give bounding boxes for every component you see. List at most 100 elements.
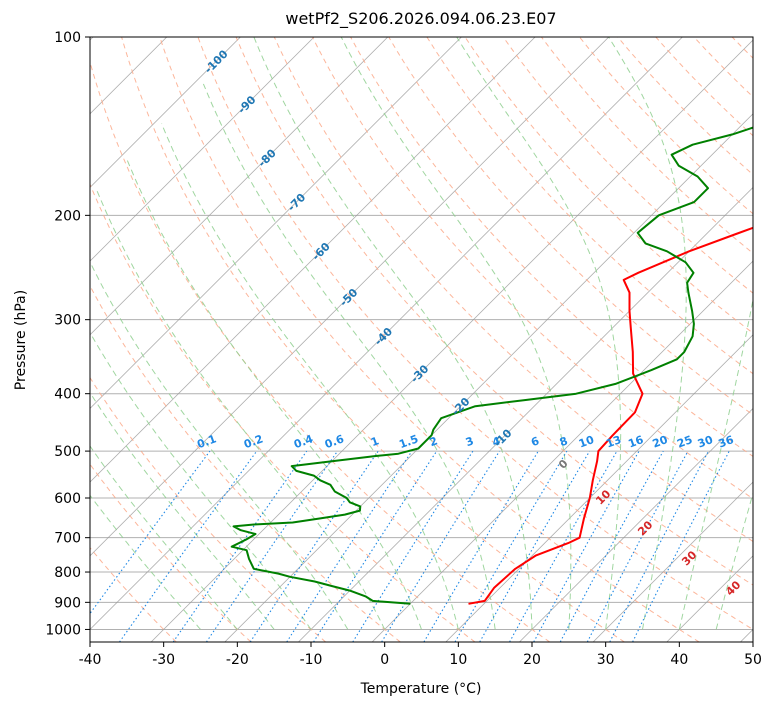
dry-adiabat-line bbox=[388, 37, 753, 416]
moist-adiabat-line bbox=[608, 37, 687, 630]
moist-adiabat-line bbox=[678, 297, 753, 630]
isotherm-line bbox=[90, 37, 389, 336]
x-tick-label: -30 bbox=[152, 652, 175, 668]
x-tick-label: 10 bbox=[449, 652, 467, 668]
y-tick-label: 700 bbox=[54, 531, 81, 547]
dry-adiabat-line bbox=[90, 60, 551, 642]
mixing-ratio-label: 25 bbox=[675, 433, 694, 450]
mixing-ratio-line bbox=[286, 450, 413, 642]
mixing-ratio-label: 20 bbox=[651, 433, 670, 451]
x-tick-label: -20 bbox=[226, 652, 249, 668]
dry-adiabat-line bbox=[90, 376, 327, 642]
mixing-ratio-line bbox=[423, 450, 539, 642]
isotherm-line bbox=[519, 407, 753, 642]
isotherm-label: 10 bbox=[593, 487, 613, 507]
moist-adiabat-line bbox=[90, 331, 312, 630]
dewpoint-profile-line bbox=[230, 126, 753, 605]
mixing-ratio-label: 0.4 bbox=[292, 432, 315, 451]
y-tick-label: 1000 bbox=[45, 622, 81, 638]
dry-adiabat-line bbox=[121, 37, 625, 642]
dry-adiabat-line bbox=[90, 284, 401, 642]
x-tick-label: 50 bbox=[744, 652, 762, 668]
y-tick-label: 200 bbox=[54, 208, 81, 224]
mixing-ratio-label: 0.6 bbox=[323, 432, 346, 451]
isotherm-line bbox=[445, 334, 753, 642]
dry-adiabat-line bbox=[426, 37, 753, 375]
moist-adiabat-line bbox=[125, 157, 422, 630]
isotherm-line bbox=[592, 481, 753, 642]
isotherm-label: 0 bbox=[556, 457, 571, 472]
isotherm-line bbox=[224, 113, 753, 642]
dry-adiabat-line bbox=[541, 37, 753, 254]
moist-adiabat-line bbox=[90, 391, 275, 630]
isotherm-label: -90 bbox=[235, 93, 258, 116]
dry-adiabat-line bbox=[693, 37, 753, 98]
mixing-ratio-line bbox=[205, 450, 338, 642]
isotherm-line bbox=[90, 37, 610, 557]
mixing-ratio-line bbox=[586, 450, 689, 642]
moist-adiabat-line bbox=[752, 627, 753, 630]
dry-adiabat-line bbox=[159, 37, 700, 642]
mixing-ratio-line bbox=[559, 450, 664, 642]
isotherm-line bbox=[90, 37, 536, 483]
dry-adiabat-line bbox=[655, 37, 753, 137]
mixing-ratio-line bbox=[632, 450, 730, 642]
dry-adiabat-line bbox=[273, 37, 753, 543]
mixing-ratio-label: 30 bbox=[696, 433, 715, 451]
mixing-ratio-label: 3 bbox=[464, 434, 476, 449]
y-tick-label: 900 bbox=[54, 595, 81, 611]
isotherm-label: -60 bbox=[310, 240, 333, 263]
mixing-ratio-label: 10 bbox=[577, 433, 596, 451]
x-tick-label: 30 bbox=[597, 652, 615, 668]
moist-adiabat-line bbox=[90, 260, 349, 630]
moist-adiabat-line bbox=[202, 83, 496, 630]
isotherm-label: -80 bbox=[256, 146, 279, 169]
temperature-profile-line bbox=[468, 226, 753, 605]
dry-adiabat-line bbox=[770, 37, 775, 642]
moist-adiabat-line bbox=[253, 37, 533, 630]
dry-adiabat-line bbox=[464, 37, 753, 334]
x-tick-label: 0 bbox=[380, 652, 389, 668]
dry-adiabat-line bbox=[350, 37, 753, 458]
dry-adiabat-line bbox=[197, 37, 753, 630]
y-tick-label: 400 bbox=[54, 387, 81, 403]
dry-adiabat-line bbox=[502, 37, 753, 294]
moist-adiabat-line bbox=[456, 37, 622, 630]
mixing-ratio-line bbox=[249, 450, 379, 642]
y-tick-label: 800 bbox=[54, 565, 81, 581]
y-axis-label: Pressure (hPa) bbox=[13, 290, 29, 390]
isotherm-label: 20 bbox=[635, 518, 655, 538]
isotherm-line bbox=[371, 260, 753, 642]
y-tick-label: 300 bbox=[54, 313, 81, 329]
chart-title: wetPf2_S206.2026.094.06.23.E07 bbox=[285, 9, 556, 29]
isotherm-line bbox=[90, 37, 315, 262]
mixing-ratio-label: 13 bbox=[604, 433, 623, 450]
mixing-ratio-label: 0.1 bbox=[195, 432, 218, 451]
isotherm-label: 40 bbox=[723, 578, 743, 598]
moist-adiabat-line bbox=[90, 494, 201, 630]
mixing-ratio-label: 2 bbox=[428, 434, 440, 449]
moist-adiabat-line bbox=[90, 445, 238, 630]
isotherm-line bbox=[150, 39, 753, 642]
x-tick-label: -10 bbox=[300, 652, 323, 668]
y-tick-label: 600 bbox=[54, 491, 81, 507]
isotherm-line bbox=[666, 555, 753, 642]
mixing-ratio-label: 1 bbox=[369, 434, 381, 449]
axes: -40 -30 -20 -10 0 10 20 30 40 5010020030040050060… bbox=[45, 30, 762, 668]
dry-adiabat-line bbox=[90, 183, 476, 642]
moist-adiabat-line bbox=[161, 123, 459, 630]
isotherm-label: -100 bbox=[202, 47, 231, 76]
mixing-ratio-label: 4 bbox=[490, 434, 502, 449]
mixing-ratio-label: 8 bbox=[558, 434, 570, 449]
mixing-ratio-line bbox=[90, 450, 211, 615]
isotherm-label: -50 bbox=[337, 286, 360, 309]
y-tick-label: 100 bbox=[54, 30, 81, 46]
isotherm-label: -70 bbox=[285, 191, 308, 214]
dry-adiabat-line bbox=[235, 37, 753, 586]
moist-adiabat-line bbox=[95, 188, 386, 630]
mixing-ratio-label: 6 bbox=[529, 434, 541, 449]
y-tick-label: 500 bbox=[54, 444, 81, 460]
mixing-ratio-line bbox=[313, 450, 438, 642]
data-layer bbox=[230, 126, 753, 605]
